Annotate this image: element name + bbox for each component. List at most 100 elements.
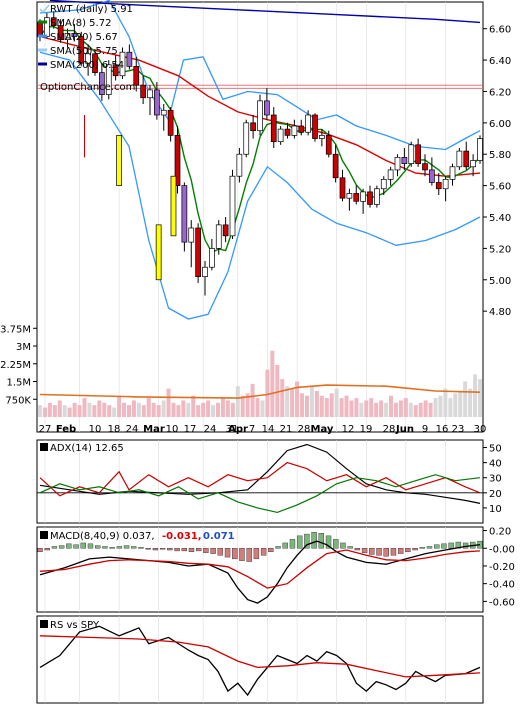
macd-histogram-bar: [318, 532, 325, 549]
macd-histogram-bar: [441, 543, 447, 549]
legend-label: SMA(20) 5.67: [50, 32, 118, 43]
candle-body: [202, 266, 208, 277]
candle-body: [380, 178, 387, 190]
macd-histogram-bar: [246, 548, 252, 562]
candle-body: [170, 175, 177, 237]
candle-body: [284, 128, 291, 136]
candle-body: [312, 114, 318, 139]
candle-body: [387, 169, 394, 180]
candle-body: [463, 150, 470, 168]
candle-body: [222, 224, 229, 237]
macd-histogram-bar: [95, 545, 101, 549]
volume-bar: [62, 405, 67, 417]
macd-histogram-bar: [159, 548, 166, 550]
price-tick-label: 5.00: [489, 276, 511, 287]
macd-histogram-bar: [131, 546, 137, 549]
volume-bar: [67, 407, 72, 417]
adx-line--di: [39, 474, 481, 514]
volume-bar: [255, 398, 260, 417]
volume-bar: [468, 388, 473, 417]
volume-bar: [176, 405, 181, 417]
candle-body: [64, 33, 71, 41]
volume-bar: [403, 398, 408, 417]
macd-frame: [36, 526, 484, 613]
volume-bar: [230, 402, 235, 417]
volume-bar: [270, 350, 275, 417]
candle-body: [181, 185, 188, 243]
volume-panel: 3.75M 3M 2.25M 1.5M 750K: [0, 324, 482, 417]
volume-bar: [136, 402, 141, 417]
date-label: Feb: [56, 424, 76, 435]
candle-body: [37, 22, 43, 37]
legend: RWT (daily) 5.91 SMA(8) 5.72 SMA(20) 5.67 S…: [38, 4, 133, 71]
candle-body: [298, 125, 305, 133]
volume-bar: [38, 405, 42, 417]
volume-bar: [438, 395, 443, 417]
macd-histogram-bar: [73, 544, 79, 549]
price-tick-label: 6.60: [489, 25, 511, 36]
volume-bar: [413, 405, 418, 417]
volume-bar: [349, 400, 354, 417]
legend-label: SMA(50) 5.75: [50, 46, 118, 57]
volume-bar: [92, 405, 97, 417]
volume-tick-label: 3M: [16, 342, 31, 353]
volume-bar: [280, 379, 285, 417]
price-panel: 6.60 6.40 6.20 6.00 5.80 5.60 5.40 5.20 5.00 4.80…: [36, 0, 511, 433]
macd-histogram-bar: [195, 548, 202, 552]
date-label: 31: [226, 424, 239, 435]
rs-line-rs: [39, 625, 481, 697]
candle-body: [85, 53, 91, 64]
macd-histogram-bar: [138, 547, 144, 549]
volume-bar: [97, 400, 102, 417]
volume-bar: [354, 398, 359, 417]
volume-bar: [57, 400, 62, 417]
rs-frame: [36, 615, 484, 704]
volume-bar: [364, 400, 369, 417]
volume-bar: [215, 402, 220, 417]
candle-body: [92, 53, 98, 73]
candle-body: [99, 72, 105, 95]
candle-body: [408, 144, 415, 164]
volume-bar: [334, 388, 339, 417]
volume-tick-label: 2.25M: [0, 360, 31, 371]
adx-frame: [36, 439, 484, 524]
volume-bar: [206, 400, 211, 417]
candle-body: [229, 175, 236, 237]
macd-histogram-bar: [66, 543, 72, 549]
candle-body: [119, 51, 126, 77]
macd-histogram-bar: [333, 539, 339, 549]
candle-body: [367, 191, 373, 205]
volume-tick-label: 3.75M: [0, 324, 31, 335]
date-label: 17: [184, 424, 197, 435]
candle-body: [50, 17, 57, 26]
macd-histogram-bar: [325, 535, 332, 549]
macd-histogram-bar: [174, 548, 180, 552]
rs-legend-swatch: [40, 620, 48, 628]
candle-body: [449, 166, 456, 180]
macd-histogram-bar: [361, 548, 368, 553]
volume-bar: [384, 402, 389, 417]
candle-body: [140, 84, 146, 99]
volume-bar: [309, 386, 314, 417]
price-tick-label: 6.00: [489, 119, 511, 130]
macd-histogram-bar: [369, 548, 375, 555]
date-label: 10: [166, 424, 179, 435]
volume-bar: [260, 400, 265, 417]
macd-histogram-bar: [239, 548, 245, 561]
rs-panel: RS vs SPY: [36, 615, 484, 704]
candle-body: [236, 153, 243, 177]
volume-bar: [196, 405, 201, 417]
volume-bar: [408, 402, 413, 417]
macd-histogram-bar: [80, 542, 86, 549]
volume-bar: [42, 407, 47, 417]
volume-bar: [156, 405, 161, 417]
series-line-sma-200-: [49, 0, 481, 24]
volume-bar: [245, 393, 250, 417]
price-tick-label: 5.40: [489, 213, 511, 224]
volume-bar: [220, 398, 225, 417]
macd-legend-swatch: [40, 531, 48, 539]
candle-body: [305, 114, 311, 133]
macd-histogram-bar: [145, 548, 151, 550]
date-label: 18: [108, 424, 121, 435]
